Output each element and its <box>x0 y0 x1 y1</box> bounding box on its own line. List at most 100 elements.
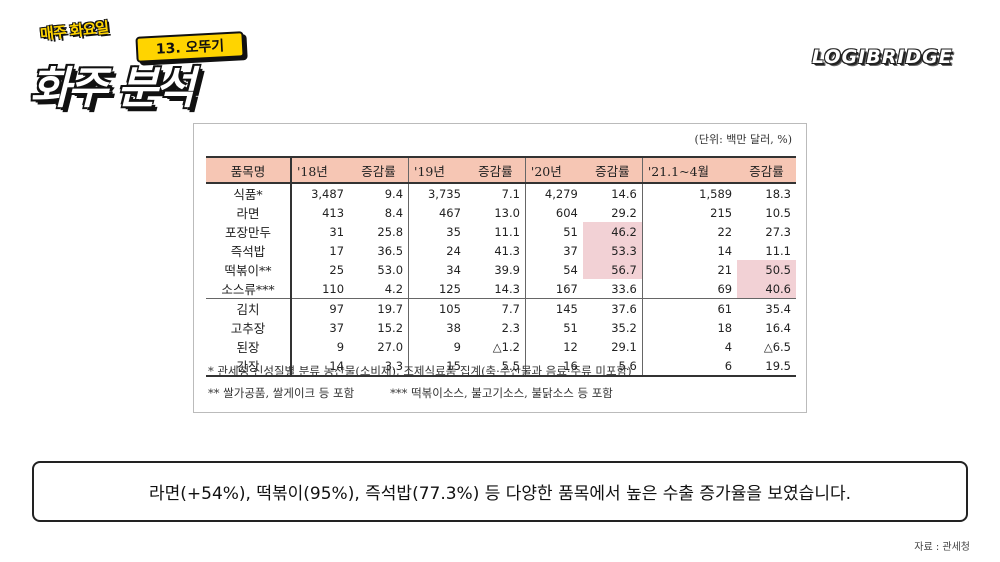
cell-value: 14 <box>717 243 733 258</box>
cell-value: 604 <box>555 205 578 220</box>
cell-value: 413 <box>322 205 345 220</box>
cell-value: 38 <box>446 320 461 335</box>
row-item-name: 된장 <box>206 337 292 356</box>
cell-growth-rate: 29.1 <box>582 337 643 356</box>
cell-growth-rate: 35.4 <box>737 298 796 318</box>
cell-growth-rate: 15.2 <box>349 318 410 337</box>
cell-value: 69 <box>717 281 733 296</box>
cell-value: 37 <box>329 320 345 335</box>
cell-value: 1,589 <box>699 186 733 201</box>
cell-value: 215 <box>710 205 733 220</box>
table-row: 라면 413 8.4 467 13.0 604 29.2 215 10.5 <box>206 203 796 222</box>
cell-growth-rate: 14.6 <box>582 183 643 203</box>
table-row: 포장만두 31 25.8 35 11.1 51 46.2 22 27.3 <box>206 222 796 241</box>
cell-value: 51 <box>563 320 578 335</box>
logo-title-text: 화주 분석 <box>30 63 195 114</box>
cell-growth-rate: 9.4 <box>349 183 410 203</box>
header-2018: '18년 <box>290 156 350 184</box>
cell-value: 4 <box>724 339 733 354</box>
cell-value: 105 <box>408 298 466 318</box>
cell-growth-rate: 8.4 <box>349 203 410 222</box>
cell-growth-rate: 16.4 <box>765 320 791 335</box>
note-1: * 관세청 신성질별 분류 농산물(소비재), 조제식료품 집계(축·수산물과 … <box>208 364 632 378</box>
cell-growth-rate: 56.7 <box>582 260 643 279</box>
table-row: 즉석밥 17 36.5 24 41.3 37 53.3 14 11.1 <box>206 241 796 260</box>
cell-value: 145 <box>525 298 583 318</box>
table-notes: * 관세청 신성질별 분류 농산물(소비재), 조제식료품 집계(축·수산물과 … <box>208 360 798 404</box>
cell-value: 3,735 <box>427 186 461 201</box>
table-row: 고추장 37 15.2 38 2.3 51 35.2 18 16.4 <box>206 318 796 337</box>
cell-growth-rate: 53.0 <box>349 260 410 279</box>
cell-value: 97 <box>290 298 350 318</box>
cell-value: 6 <box>642 356 738 377</box>
row-item-name: 소스류*** <box>206 279 292 299</box>
row-item-name: 즉석밥 <box>206 241 292 260</box>
cell-growth-rate: 11.1 <box>465 222 526 241</box>
table-row: 떡볶이** 25 53.0 34 39.9 54 56.7 21 50.5 <box>206 260 796 279</box>
cell-growth-rate: 7.7 <box>465 298 526 318</box>
cell-value: 34 <box>446 262 461 277</box>
row-item-name: 고추장 <box>206 318 292 337</box>
cell-growth-rate: 53.3 <box>582 241 643 260</box>
cell-value: 21 <box>717 262 733 277</box>
cell-growth-rate: 27.3 <box>765 224 791 239</box>
cell-value: 125 <box>438 281 461 296</box>
cell-growth-rate: 37.6 <box>582 298 643 318</box>
cell-value: 54 <box>563 262 578 277</box>
cell-growth-rate: 35.2 <box>582 318 643 337</box>
logo-day-text: 매주 화요일 <box>39 18 110 44</box>
cell-growth-rate: 27.0 <box>349 337 410 356</box>
cell-growth-rate: 29.2 <box>582 203 643 222</box>
cell-growth-rate: 2.3 <box>465 318 526 337</box>
row-item-name: 김치 <box>206 298 292 318</box>
note-2: ** 쌀가공품, 쌀게이크 등 포함 <box>208 386 355 400</box>
cell-value: 9 <box>453 339 461 354</box>
caption-box: 라면(+54%), 떡볶이(95%), 즉석밥(77.3%) 등 다양한 품목에… <box>32 461 968 522</box>
header-rate-2018: 증감률 <box>349 156 410 184</box>
table-row: 간장 14 3.3 15 5.5 16 5.6 6 19.5 <box>206 356 796 377</box>
cell-growth-rate: 11.1 <box>765 243 791 258</box>
cell-growth-rate: 18.3 <box>765 186 791 201</box>
header-rate-2020: 증감률 <box>582 156 643 184</box>
cell-value: 18 <box>717 320 733 335</box>
header-rate-2021: 증감률 <box>737 156 796 184</box>
cell-growth-rate: 5.6 <box>582 356 643 377</box>
cell-value: 4,279 <box>544 186 578 201</box>
cell-value: 14 <box>290 356 350 377</box>
table-row: 된장 9 27.0 9 △1.2 12 29.1 4 △6.5 <box>206 337 796 356</box>
cell-growth-rate: 39.9 <box>465 260 526 279</box>
cell-growth-rate: △1.2 <box>465 337 526 356</box>
cell-growth-rate: 14.3 <box>465 279 526 299</box>
cell-growth-rate: 41.3 <box>465 241 526 260</box>
cell-value: 35 <box>446 224 461 239</box>
header-item: 품목명 <box>206 156 292 184</box>
cell-growth-rate: 10.5 <box>765 205 791 220</box>
cell-growth-rate: 19.5 <box>737 356 796 377</box>
cell-growth-rate: 5.5 <box>465 356 526 377</box>
table-row: 소스류*** 110 4.2 125 14.3 167 33.6 69 40.6 <box>206 279 796 299</box>
row-item-name: 떡볶이** <box>206 260 292 279</box>
cell-growth-rate: 50.5 <box>737 260 796 279</box>
unit-label: (단위: 백만 달러, %) <box>694 133 792 146</box>
cell-value: 51 <box>563 224 578 239</box>
brand-logo: LOGIBRIDGE <box>812 46 953 68</box>
row-item-name: 간장 <box>206 356 292 377</box>
caption-text: 라면(+54%), 떡볶이(95%), 즉석밥(77.3%) 등 다양한 품목에… <box>148 484 852 504</box>
cell-value: 16 <box>525 356 583 377</box>
cell-value: 25 <box>329 262 345 277</box>
cell-value: 167 <box>555 281 578 296</box>
cell-value: 31 <box>329 224 345 239</box>
header-2020: '20년 <box>525 156 583 184</box>
cell-growth-rate: 7.1 <box>465 183 526 203</box>
export-table: 품목명 '18년 증감률 '19년 증감률 '20년 증감률 '21.1~4월 … <box>206 156 796 377</box>
cell-value: 17 <box>329 243 345 258</box>
cell-growth-rate: 13.0 <box>465 203 526 222</box>
note-2-3: ** 쌀가공품, 쌀게이크 등 포함 *** 떡볶이소스, 불고기소스, 불닭소스… <box>208 382 798 404</box>
export-table-image: (단위: 백만 달러, %) 품목명 '18년 증감률 '19년 증감률 '20… <box>193 123 807 413</box>
cell-value: 9 <box>336 339 345 354</box>
cell-value: 22 <box>717 224 733 239</box>
series-logo: 매주 화요일 13. 오뚜기 화주 분석 <box>26 12 245 114</box>
cell-value: 467 <box>438 205 461 220</box>
cell-value: 61 <box>642 298 738 318</box>
header-2021: '21.1~4월 <box>642 156 738 184</box>
